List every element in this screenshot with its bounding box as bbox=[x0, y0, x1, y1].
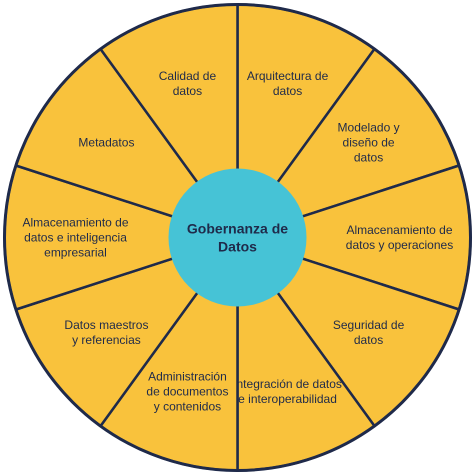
segment-label: Modelado y diseño de datos bbox=[338, 120, 400, 164]
segment-label: Seguridad de datos bbox=[333, 318, 405, 347]
segment-label-line: Calidad de bbox=[159, 69, 217, 83]
center-title-line: Gobernanza de bbox=[187, 221, 288, 237]
segment-label: Datos maestros y referencias bbox=[64, 318, 148, 347]
segment-label: Almacenamiento de datos y operaciones bbox=[346, 223, 453, 252]
segment-label-line: y contenidos bbox=[154, 400, 221, 414]
segment-label-line: y referencias bbox=[72, 333, 141, 347]
center-title-line: Datos bbox=[218, 239, 257, 255]
center-hub bbox=[168, 168, 307, 307]
segment-label-line: datos bbox=[354, 333, 383, 347]
segment-label: Arquitectura de datos bbox=[247, 69, 329, 98]
segment-label: Calidad de datos bbox=[159, 69, 217, 98]
segment-label-line: Almacenamiento de bbox=[346, 223, 452, 237]
segment-label-line: Metadatos bbox=[78, 135, 134, 149]
segment-label-line: datos e inteligencia bbox=[24, 231, 127, 245]
segment-label-line: Arquitectura de bbox=[247, 69, 329, 83]
segment-label: Almacenamiento de datos e inteligencia emp… bbox=[22, 216, 128, 260]
segment-label-line: Seguridad de bbox=[333, 318, 405, 332]
segment-label-line: datos bbox=[173, 84, 202, 98]
segment-label-line: Datos maestros bbox=[64, 318, 148, 332]
segment-label-line: diseño de bbox=[343, 135, 395, 149]
segment-label-line: Modelado y bbox=[338, 120, 400, 134]
segment-label: Integración de datos e interoperabilidad bbox=[233, 377, 342, 406]
segment-label-line: datos bbox=[273, 84, 302, 98]
segment-label-line: Integración de datos bbox=[233, 377, 342, 391]
segment-label-line: datos y operaciones bbox=[346, 238, 453, 252]
segment-label-line: de documentos bbox=[146, 385, 228, 399]
wheel-outer-ring bbox=[3, 3, 472, 472]
segment-label: Metadatos bbox=[78, 135, 134, 149]
segment-label-line: e interoperabilidad bbox=[238, 392, 337, 406]
segment-label-line: datos bbox=[354, 150, 383, 164]
segment-label-line: Almacenamiento de bbox=[22, 216, 128, 230]
segment-label-line: Administración bbox=[148, 370, 227, 384]
segment-label: Administración de documentos y contenidos bbox=[146, 370, 228, 414]
center-title: Gobernanza de Datos bbox=[187, 221, 288, 255]
segment-label-line: empresarial bbox=[44, 246, 107, 260]
